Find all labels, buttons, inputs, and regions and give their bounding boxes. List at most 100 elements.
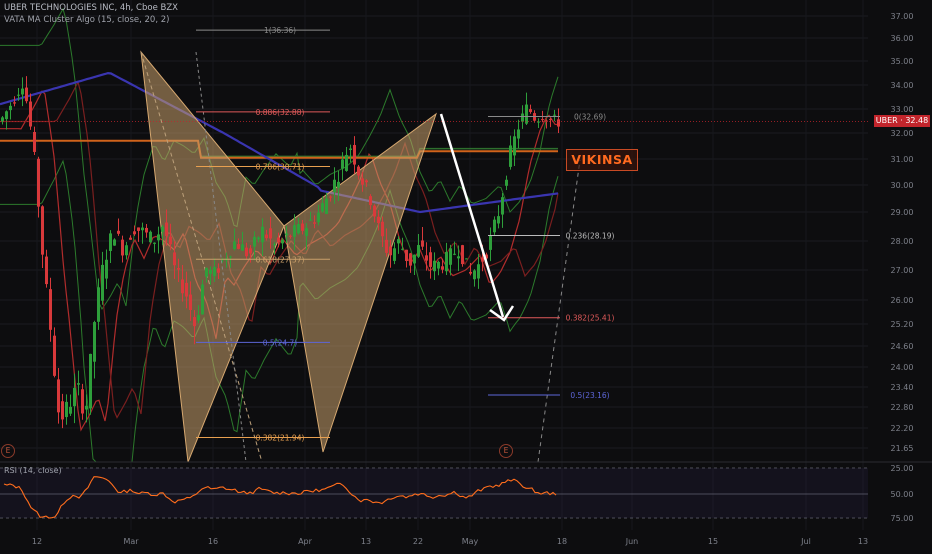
price-tick-label: 27.00 [891,266,914,275]
candle-body [397,239,400,244]
candle-body [169,236,172,245]
bat-dashed-xb [140,51,263,463]
candle-body [157,234,160,241]
candle-body [509,145,512,167]
price-tick-label: 26.00 [891,296,914,305]
candle-body [49,289,52,330]
candle-body [137,227,140,231]
candle-body [113,239,116,246]
candle-body [469,271,472,274]
price-tick-label: 23.40 [891,383,914,392]
candle-body [285,233,288,236]
rsi-label: RSI (14, close) [4,466,62,475]
candle-body [433,260,436,272]
candle-body [461,245,464,265]
fib-label: 0.5(24.7) [263,338,298,347]
price-tick-label: 21.65 [891,444,914,453]
candle-body [273,244,276,246]
candle-body [409,253,412,266]
candle-body [281,239,284,244]
candle-body [33,131,36,152]
candle-body [313,222,316,224]
bat-leg-xab [140,50,285,463]
candle-body [165,222,168,236]
price-tick-label: 30.00 [891,181,914,190]
candle-body [269,228,272,239]
bat-pattern [140,50,581,463]
candle-body [109,233,112,251]
candle-body [421,240,424,247]
candle-body [545,120,548,122]
price-tick-label: 36.00 [891,34,914,43]
price-tick-label: 32.00 [891,129,914,138]
candle-body [57,379,60,413]
earnings-marker[interactable]: E [499,444,513,458]
candle-body [541,119,544,121]
candle-body [261,226,264,243]
candle-body [377,216,380,224]
fib-label: 1(36.36) [264,26,296,35]
candle-body [141,227,144,231]
candle-body [361,178,364,185]
rsi-level-label: 75.00 [891,514,914,523]
time-tick-label: Apr [298,537,313,546]
fib-label: 0.5(23.16) [570,391,609,400]
last-price-tag: UBER · 32.48 [874,115,930,127]
candle-body [101,264,104,301]
candle-body [305,228,308,236]
candle-body [229,256,232,258]
fib-levels: 1(36.36) 0.886(32.88) 0.786(30.71) 0.618(27… [0,26,868,442]
candle-body [381,221,384,237]
candle-body [129,237,132,240]
rsi-level-label: 25.00 [891,464,914,473]
candle-body [73,387,76,407]
time-tick-label: 13 [361,537,371,546]
candle-body [201,284,204,315]
candle-body [189,294,192,311]
candle-body [481,257,484,262]
candle-body [465,258,468,260]
lower-band-line [0,159,559,463]
candle-body [117,230,120,234]
time-tick-label: 18 [557,537,567,546]
time-tick-label: 16 [208,537,218,546]
candle-body [401,248,404,250]
candle-body [97,287,100,322]
candle-body [85,405,88,410]
fib-label: 0.618(27.37) [256,255,305,264]
candle-body [477,264,480,279]
price-tick-label: 31.00 [891,155,914,164]
time-tick-label: Jun [625,537,639,546]
candle-body [341,159,344,169]
candle-body [93,322,96,362]
candle-body [549,118,552,120]
candle-body [105,259,108,279]
candle-body [557,119,560,127]
candle-body [317,212,320,223]
earnings-marker[interactable]: E [1,444,15,458]
time-tick-label: 12 [32,537,42,546]
price-tick-label: 22.20 [891,424,914,433]
candle-body [89,353,92,409]
candle-body [417,245,420,257]
candle-body [525,104,528,124]
candle-body [517,129,520,139]
candle-body [365,180,368,183]
price-tick-label: 29.00 [891,208,914,217]
candle-body [185,282,188,297]
projection-arrow [439,113,515,322]
price-tick-label: 24.00 [891,363,914,372]
candle-body [385,239,388,253]
candle-body [61,401,64,420]
candle-body [217,268,220,273]
candle-body [245,247,248,257]
time-tick-label: 15 [708,537,718,546]
fib-dashed-guide [195,51,247,463]
candle-body [297,223,300,234]
candle-body [321,203,324,212]
candle-body [369,196,372,206]
candles [1,76,560,429]
symbol-title: UBER TECHNOLOGIES INC, 4h, Cboe BZX [4,3,178,13]
